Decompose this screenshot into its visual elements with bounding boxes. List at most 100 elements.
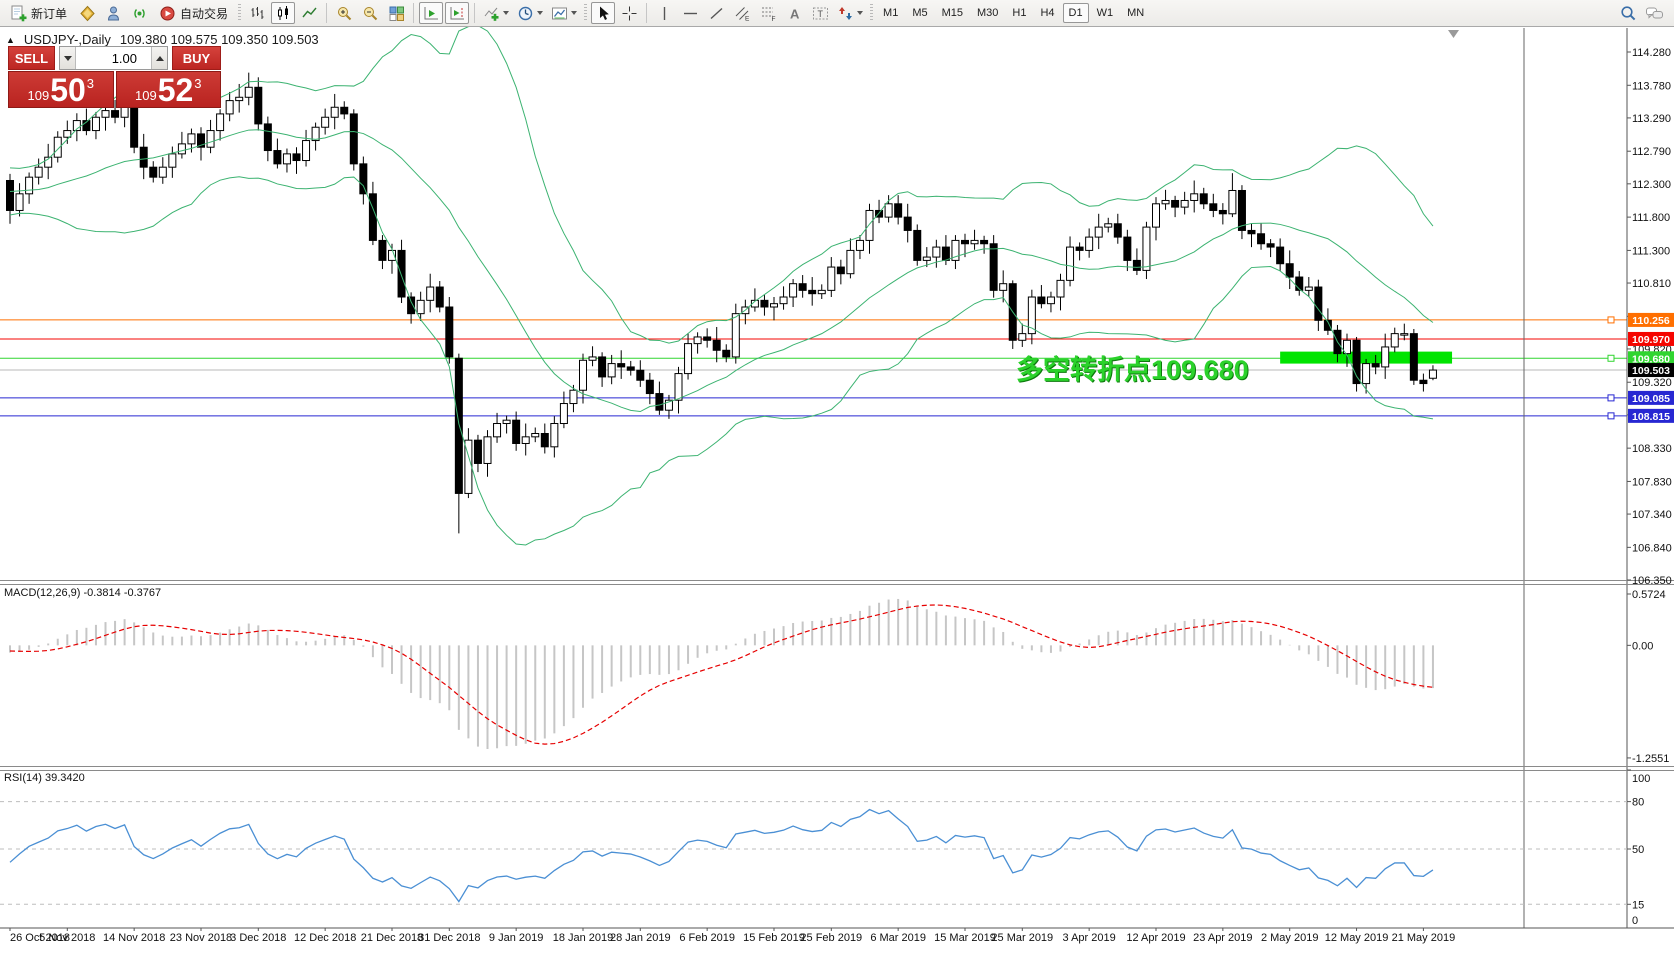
fibonacci-button[interactable]: F	[756, 2, 780, 24]
sell-price-panel[interactable]: 109 50 3	[8, 71, 114, 108]
timeframe-m5[interactable]: M5	[912, 7, 928, 19]
date-label: 31 Dec 2018	[418, 932, 480, 944]
rsi-scale-label: 15	[1632, 899, 1644, 911]
autotrading-button[interactable]: 自动交易	[153, 2, 234, 24]
price-scale-label: 110.810	[1632, 278, 1671, 290]
timeframe-w1[interactable]: W1	[1096, 7, 1114, 19]
volume-input[interactable]: 1.00	[111, 51, 137, 66]
indicators-button[interactable]	[480, 2, 512, 24]
chart-shift-marker[interactable]	[1448, 30, 1459, 38]
svg-text:E: E	[745, 15, 750, 22]
date-label: 26 Oct 2018	[10, 932, 70, 944]
date-label: 18 Jan 2019	[553, 932, 614, 944]
date-label: 21 May 2019	[1392, 932, 1456, 944]
autotrading-icon	[160, 6, 175, 20]
macd-indicator-label: MACD(12,26,9) -0.3814 -0.3767	[4, 587, 162, 599]
signals-button[interactable]	[127, 2, 151, 24]
timeframe-group: M1 M5 M15 M30 H1 H4 D1 W1 MN	[876, 3, 1151, 23]
toolbar-separator	[326, 3, 328, 23]
timeframe-m1[interactable]: M1	[883, 7, 899, 19]
highlight-zone[interactable]	[1280, 351, 1453, 364]
buy-price-pips: 52	[157, 71, 194, 108]
text-label-icon: T	[812, 7, 828, 19]
chart-title: ▲ USDJPY-,Daily 109.380 109.575 109.350 …	[6, 32, 319, 47]
toolbar-separator	[413, 3, 415, 23]
text-label-button[interactable]: T	[808, 2, 832, 24]
gold-diamond-button[interactable]	[75, 2, 99, 24]
cursor-button[interactable]	[591, 2, 616, 24]
crosshair-button[interactable]	[617, 2, 641, 24]
timeframe-m30[interactable]: M30	[977, 7, 999, 19]
svg-text:F: F	[771, 16, 775, 22]
price-scale-label: 113.290	[1632, 113, 1671, 125]
buy-price-figure: 109	[134, 87, 157, 103]
new-order-button[interactable]: 新订单	[4, 2, 73, 24]
timeframe-mn[interactable]: MN	[1127, 7, 1145, 19]
sell-button[interactable]: SELL	[8, 46, 55, 70]
chart-shift-button[interactable]	[445, 2, 470, 24]
ohlc-values: 109.380 109.575 109.350 109.503	[119, 32, 319, 47]
sell-price-point: 3	[86, 75, 95, 91]
price-scale-label: 107.340	[1632, 509, 1672, 521]
timeframe-h1[interactable]: H1	[1012, 7, 1027, 19]
price-level-badge	[1628, 408, 1674, 423]
price-level-lines[interactable]	[0, 316, 1627, 420]
buy-button[interactable]: BUY	[172, 46, 221, 70]
templates-button[interactable]	[548, 2, 580, 24]
date-label: 15 Feb 2019	[743, 932, 805, 944]
line-chart-button[interactable]	[297, 2, 321, 24]
rsi-line	[9, 808, 1434, 903]
signal-icon	[133, 8, 145, 18]
vertical-line-button[interactable]	[652, 2, 676, 24]
macd-histogram	[9, 598, 1434, 750]
macd-signal-line	[9, 604, 1434, 745]
one-click-trading-panel: SELL 1.00 BUY 109 50 3 109 52 3	[8, 46, 221, 108]
trendline-button[interactable]	[704, 2, 728, 24]
price-scale-label: 108.330	[1632, 443, 1672, 455]
equidistant-channel-button[interactable]: E	[730, 2, 754, 24]
annotation-text[interactable]: 多空转折点109.680	[1016, 355, 1249, 385]
symbol-period-label: USDJPY-,Daily	[23, 32, 111, 47]
tile-windows-button[interactable]	[384, 2, 408, 24]
toolbar-grip	[584, 4, 588, 22]
collapse-icon[interactable]: ▲	[6, 34, 15, 45]
line-handle	[1607, 354, 1615, 362]
arrows-button[interactable]	[834, 2, 866, 24]
candlestick-chart-button[interactable]	[271, 2, 296, 24]
search-button[interactable]	[1616, 2, 1640, 24]
volume-decrease-button[interactable]	[60, 47, 76, 69]
horizontal-line-button[interactable]	[678, 2, 702, 24]
zoom-out-button[interactable]	[358, 2, 382, 24]
price-level-badge-text: 109.970	[1632, 334, 1670, 346]
price-scale-label: 112.300	[1632, 179, 1671, 191]
bar-chart-button[interactable]	[245, 2, 269, 24]
zoom-in-button[interactable]	[332, 2, 356, 24]
price-scale-label: 106.350	[1632, 575, 1672, 587]
date-label: 3 Apr 2019	[1063, 932, 1116, 944]
date-label: 6 Feb 2019	[679, 932, 735, 944]
buy-price-panel[interactable]: 109 52 3	[115, 71, 221, 108]
periods-button[interactable]	[514, 2, 546, 24]
rsi-scale-label: 50	[1632, 844, 1644, 856]
toolbar-separator	[646, 3, 648, 23]
profile-icon	[107, 6, 119, 20]
macd-scale-label: 0.5724	[1632, 589, 1666, 601]
text-button[interactable]: A	[782, 2, 806, 24]
price-level-badge-text: 109.085	[1632, 393, 1670, 405]
svg-text:T: T	[817, 9, 823, 19]
price-scale-label: 113.780	[1632, 80, 1671, 92]
timeframe-h4[interactable]: H4	[1040, 7, 1055, 19]
price-scale-label: 114.280	[1632, 47, 1671, 59]
autoscroll-button[interactable]	[419, 2, 444, 24]
date-label: 3 Dec 2018	[230, 932, 286, 944]
bollinger-lower-band	[9, 176, 1434, 546]
timeframe-d1[interactable]: D1	[1062, 3, 1089, 23]
new-order-label: 新订单	[31, 6, 68, 21]
profiles-button[interactable]	[101, 2, 125, 24]
timeframe-m15[interactable]: M15	[941, 7, 963, 19]
volume-increase-button[interactable]	[151, 47, 167, 69]
arrows-icon	[839, 6, 853, 20]
crosshair-icon	[622, 6, 637, 20]
chat-button[interactable]	[1642, 2, 1667, 24]
